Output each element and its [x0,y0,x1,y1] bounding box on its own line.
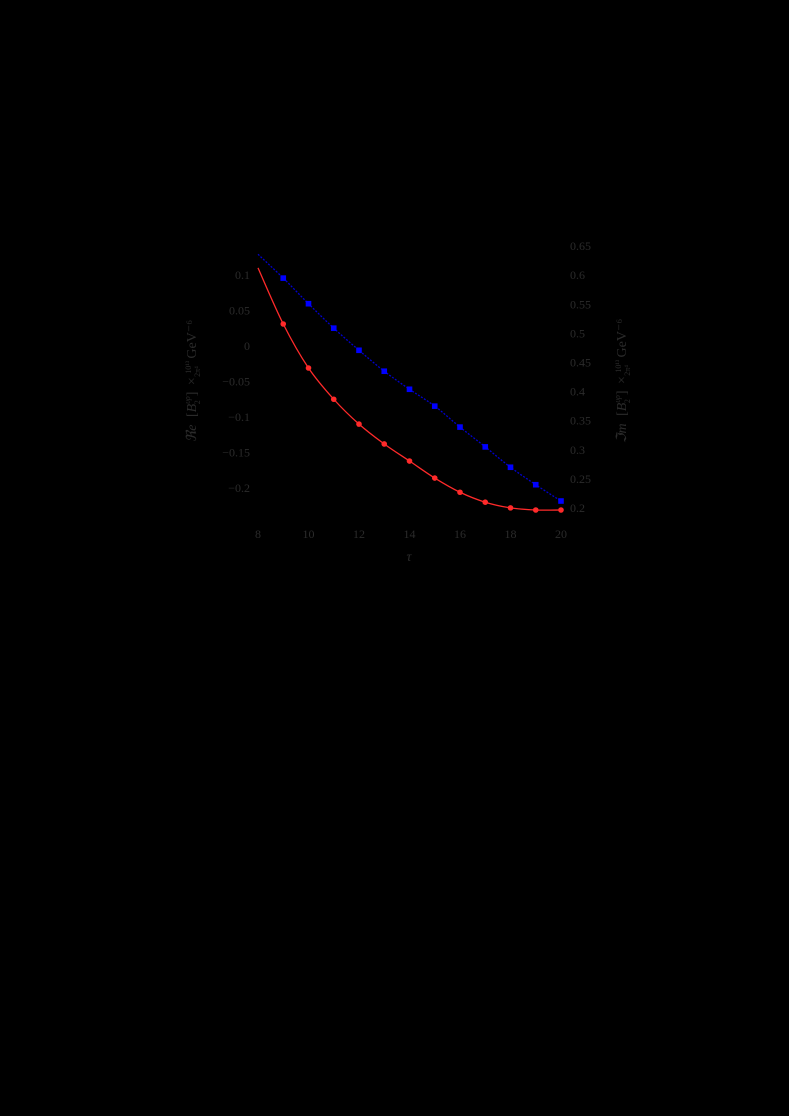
imag-part-marker [482,444,489,450]
right-y-tick-label: 0.45 [570,356,591,370]
real-part-marker [558,507,564,513]
imag-part-marker [558,498,564,504]
imag-part-marker [507,464,514,471]
left-y-tick-label: −0.05 [222,375,250,389]
right-y-tick-label: 0.2 [570,501,585,515]
left-y-tick-label: 0 [244,339,250,353]
real-part-marker [356,421,362,427]
real-part-marker [532,507,539,513]
real-part-marker [406,458,413,464]
right-y-axis-ticks: 0.65 0.6 0.55 0.5 0.45 0.4 0.35 0.3 0.25 0.2 [570,239,591,515]
imag-part-marker [330,325,337,331]
imag-part-line [257,253,562,502]
left-y-axis-label: ℜe [Bυρ2] × 10¹³2π⁴ GeV⁻⁶ [183,320,204,442]
real-part-marker [482,499,489,506]
imag-part-marker [457,424,463,430]
imag-part-marker [406,386,413,393]
right-y-tick-label: 0.35 [570,414,591,428]
real-part-marker [431,475,438,481]
real-part-marker [507,505,514,511]
left-y-tick-label: 0.1 [235,268,250,282]
imag-part-marker [280,275,287,281]
imag-part-marker [305,300,312,307]
real-part-marker [280,321,287,327]
imag-part-marker [356,347,362,354]
x-tick-label: 14 [404,527,416,541]
imag-part-marker [532,481,539,488]
real-part-marker [305,365,312,371]
right-y-tick-label: 0.55 [570,297,591,311]
right-y-axis-label: ℑm [Bυρ2] × 10¹³2π⁴ GeV⁻⁶ [613,319,634,444]
left-y-tick-label: −0.2 [228,481,250,495]
right-y-tick-label: 0.65 [570,239,591,253]
x-tick-label: 12 [353,527,365,541]
svg-text:ℜe [Bυρ2] ×: ℜe [Bυρ2] × 10¹³2π⁴ GeV⁻⁶ [183,320,204,442]
left-y-axis-ticks: 0.1 0.05 0 −0.05 −0.1 −0.15 −0.2 [222,268,250,495]
real-part-marker [330,396,337,403]
left-y-tick-label: −0.15 [222,446,250,460]
right-y-tick-label: 0.6 [570,268,585,282]
imag-part-marker [381,368,388,375]
left-y-tick-label: −0.1 [228,410,250,424]
series-layer [257,253,564,513]
imag-part-marker [431,403,438,409]
x-tick-label: 20 [555,527,567,541]
svg-text:ℑm [Bυρ2] ×: ℑm [Bυρ2] × 10¹³2π⁴ GeV⁻⁶ [613,319,634,444]
x-tick-label: 8 [255,527,261,541]
real-part-marker [457,489,463,496]
right-y-tick-label: 0.3 [570,443,585,457]
right-y-tick-label: 0.4 [570,385,585,399]
left-y-tick-label: 0.05 [229,304,250,318]
x-tick-label: 18 [505,527,517,541]
x-axis-ticks: 8 10 12 14 16 18 20 [255,527,567,541]
x-tick-label: 16 [454,527,466,541]
x-tick-label: 10 [303,527,315,541]
real-part-marker [381,441,388,447]
right-y-tick-label: 0.25 [570,472,591,486]
x-axis-label: τ [406,550,412,565]
right-y-tick-label: 0.5 [570,326,585,340]
